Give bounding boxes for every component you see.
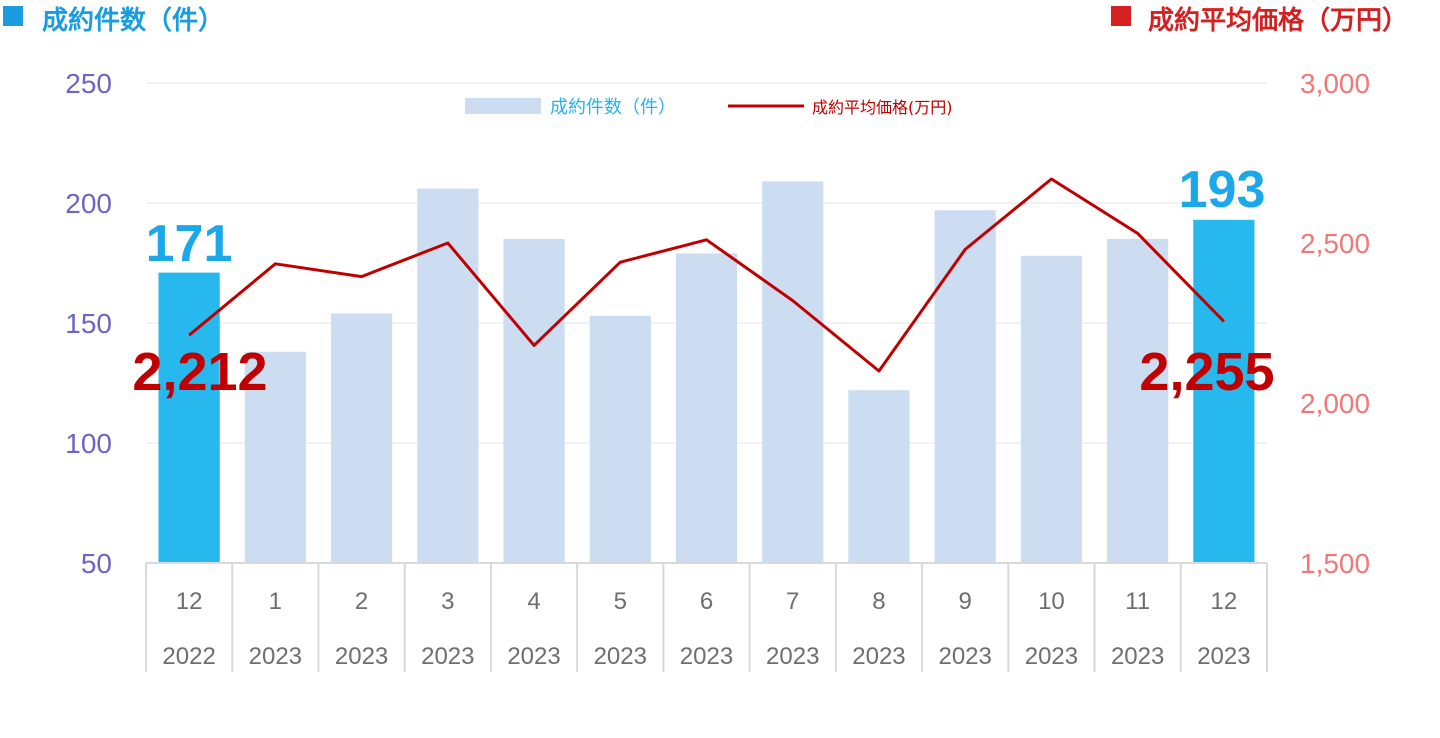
legend-line-label: 成約平均価格(万円) xyxy=(812,98,953,117)
x-tick-month: 7 xyxy=(786,588,799,615)
x-tick-year: 2023 xyxy=(1025,643,1078,670)
x-tick-year: 2023 xyxy=(852,643,905,670)
x-tick-year: 2023 xyxy=(766,643,819,670)
x-tick-month: 12 xyxy=(1211,588,1238,615)
x-tick-year: 2023 xyxy=(335,643,388,670)
callout-last-count: 193 xyxy=(1179,161,1266,219)
callout-last-price: 2,255 xyxy=(1139,342,1274,402)
legend-bar-swatch xyxy=(465,98,541,114)
y-left-tick-label: 150 xyxy=(65,308,112,339)
x-tick-year: 2023 xyxy=(1111,643,1164,670)
x-tick-month: 3 xyxy=(441,588,454,615)
bar xyxy=(848,390,910,563)
x-tick-month: 11 xyxy=(1125,588,1150,615)
legend: 成約件数（件） 成約平均価格(万円) xyxy=(465,97,953,118)
bar xyxy=(330,313,393,563)
x-tick-year: 2023 xyxy=(680,643,733,670)
x-tick-month: 1 xyxy=(269,588,282,615)
y-left-tick-label: 250 xyxy=(65,68,112,99)
x-tick-month: 2 xyxy=(355,588,368,615)
x-tick-year: 2022 xyxy=(162,643,215,670)
y-left-tick-label: 50 xyxy=(81,548,112,579)
callout-first-price: 2,212 xyxy=(132,342,267,402)
bar xyxy=(675,253,738,563)
x-tick-month: 9 xyxy=(959,588,972,615)
x-tick-year: 2023 xyxy=(938,643,991,670)
y-right-tick-label: 2,000 xyxy=(1300,388,1370,419)
y-right-tick-label: 2,500 xyxy=(1300,228,1370,259)
bar xyxy=(1193,219,1255,564)
y-right-tick-label: 3,000 xyxy=(1300,68,1370,99)
x-tick-month: 5 xyxy=(614,588,627,615)
bar xyxy=(158,272,220,563)
x-tick-year: 2023 xyxy=(421,643,474,670)
x-axis: 12 2022 1 2023 2 2023 3 2023 4 2023 5 2023 6 2023 7 202… xyxy=(145,562,1268,672)
x-tick-year: 2023 xyxy=(507,643,560,670)
bar xyxy=(244,351,306,563)
right-title-square-icon xyxy=(1111,6,1131,26)
bar xyxy=(1107,239,1169,563)
y-left-tick-label: 200 xyxy=(65,188,112,219)
bar xyxy=(503,239,565,563)
x-tick-month: 10 xyxy=(1038,588,1065,615)
bar-series xyxy=(158,181,1255,564)
bar xyxy=(589,315,651,563)
y-right-tick-label: 1,500 xyxy=(1300,548,1370,579)
x-tick-month: 6 xyxy=(700,588,713,615)
bar xyxy=(762,181,824,563)
x-tick-year: 2023 xyxy=(1197,643,1250,670)
x-tick-month: 12 xyxy=(176,588,203,615)
line-path xyxy=(188,177,1225,373)
x-tick-month: 4 xyxy=(527,588,540,615)
callout-first-count: 171 xyxy=(146,215,233,273)
x-tick-year: 2023 xyxy=(594,643,647,670)
left-title-square-icon xyxy=(3,6,23,26)
y-left-tick-label: 100 xyxy=(65,428,112,459)
bar xyxy=(934,210,996,563)
left-axis-ticks: 50 100 150 200 250 xyxy=(65,68,112,579)
right-axis-title: 成約平均価格（万円） xyxy=(1148,5,1408,36)
x-tick-year: 2023 xyxy=(249,643,302,670)
legend-bar-label: 成約件数（件） xyxy=(550,97,676,118)
line-series xyxy=(188,177,1225,373)
right-axis-ticks: 1,500 2,000 2,500 3,000 xyxy=(1300,68,1370,579)
bar xyxy=(1020,255,1083,564)
left-axis-title: 成約件数（件） xyxy=(42,5,224,36)
x-tick-month: 8 xyxy=(872,588,885,615)
